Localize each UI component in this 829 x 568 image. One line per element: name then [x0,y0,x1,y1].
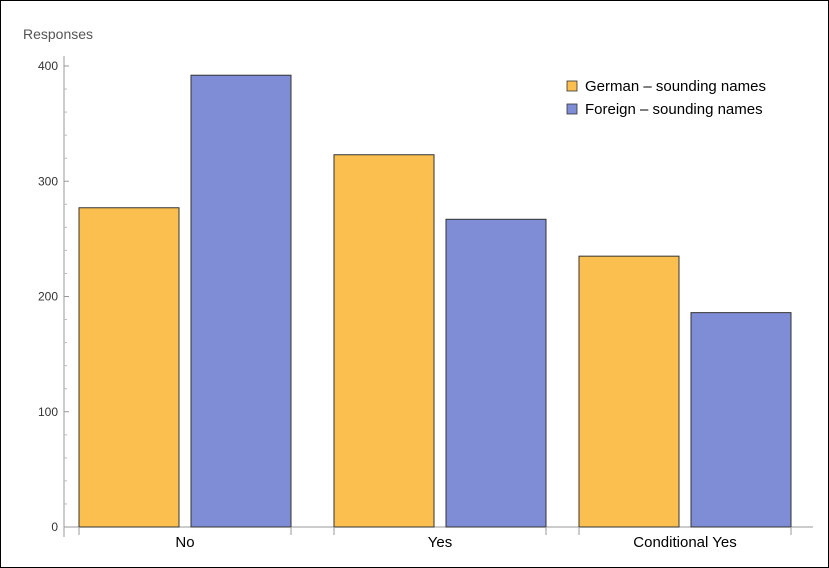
legend-swatch [566,103,578,115]
ticks: 0 100 200 300 400 No Yes Conditional Yes [38,59,792,551]
bar-yes-series-2 [445,218,547,528]
x-tick-label: No [175,534,194,551]
legend: German – sounding names Foreign – soundin… [566,78,766,118]
legend-label: German – sounding names [585,78,766,95]
bars [78,74,792,528]
bar-conditional-yes-series-1 [578,255,680,528]
bar-no-series-2 [190,74,292,528]
bar-conditional-yes-series-2 [690,312,792,528]
y-tick-label: 300 [38,174,58,188]
y-axis-label: Responses [23,26,93,42]
bar-yes-series-1 [333,154,435,528]
bar-no-series-1 [78,207,180,528]
legend-swatch [566,80,578,92]
x-tick-label: Conditional Yes [633,534,736,551]
y-tick-label: 400 [38,59,58,73]
y-tick-label: 200 [38,290,58,304]
y-tick-label: 100 [38,405,58,419]
x-tick-label: Yes [428,534,452,551]
y-tick-label: 0 [51,520,58,534]
legend-label: Foreign – sounding names [585,101,763,118]
